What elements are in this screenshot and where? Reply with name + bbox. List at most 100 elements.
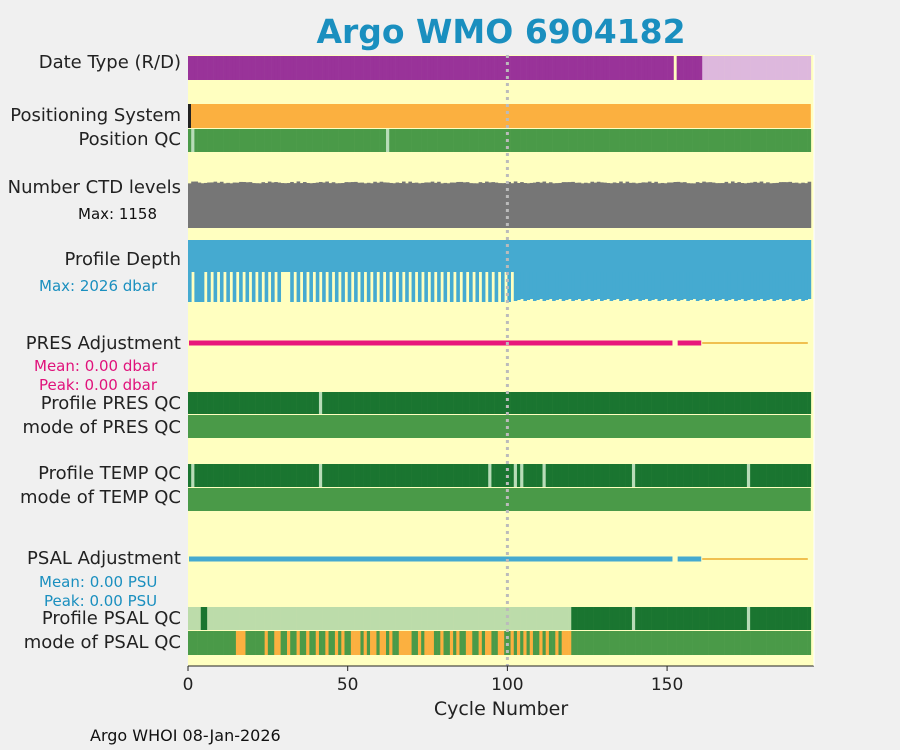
psal-mode-bar-76 — [430, 631, 435, 655]
data-type-bar-166 — [718, 56, 722, 80]
data-type-bar-177 — [753, 56, 757, 80]
psal-qc-bar-174 — [743, 607, 748, 630]
data-type-bar-183 — [772, 56, 776, 80]
position-qc-bar-87 — [465, 129, 470, 152]
data-type-bar-173 — [740, 56, 745, 80]
temp-qc-bar-175 — [746, 464, 751, 487]
ctd-bar-171 — [734, 182, 738, 228]
ctd-bar-116 — [558, 182, 563, 228]
data-type-bar-77 — [433, 56, 438, 80]
data-type-bar-141 — [638, 56, 642, 80]
psal-qc-bar-13 — [229, 607, 234, 630]
psal-qc-bar-47 — [338, 607, 342, 630]
ctd-bar-66 — [398, 183, 403, 228]
psal-qc-bar-132 — [609, 607, 614, 630]
depth-bar-56 — [366, 272, 371, 302]
position-qc-bar-140 — [635, 129, 639, 152]
temp-qc-bar-76 — [430, 464, 435, 487]
ctd-bar-166 — [718, 183, 722, 228]
psal-qc-bar-62 — [386, 607, 390, 630]
pres-qc-bar-109 — [536, 392, 540, 414]
position-qc-bar-65 — [395, 129, 400, 152]
psal-qc-bar-160 — [699, 607, 703, 630]
temp-qc-bar-126 — [590, 464, 594, 487]
pres-qc-bar-86 — [462, 392, 467, 414]
depth-bar-48 — [341, 272, 345, 302]
data-type-bar-193 — [804, 56, 808, 80]
psal-mode-bar-106 — [526, 631, 531, 655]
psal-qc-bar-53 — [357, 607, 361, 630]
psal-mode-bar-75 — [427, 631, 432, 655]
ctd-bar-187 — [785, 182, 789, 228]
temp-qc-bar-112 — [545, 464, 550, 487]
data-type-bar-41 — [318, 56, 323, 80]
psal-mode-bar-190 — [794, 631, 799, 655]
psal-qc-bar-166 — [718, 607, 722, 630]
pres-qc-bar-44 — [328, 392, 333, 414]
psal-qc-bar-12 — [226, 607, 230, 630]
psal-mode-bar-128 — [596, 631, 601, 655]
ctd-bar-97 — [497, 183, 502, 228]
data-type-bar-148 — [660, 56, 665, 80]
pres-qc-bar-64 — [392, 392, 396, 414]
psal-mode-bar-77 — [433, 631, 438, 655]
position-qc-bar-6 — [207, 129, 211, 152]
depth-bar-64 — [392, 272, 397, 302]
pres-qc-bar-72 — [417, 392, 422, 414]
ctd-bar-52 — [354, 181, 358, 228]
psal-qc-bar-180 — [762, 607, 767, 630]
psal-qc-bar-66 — [398, 607, 403, 630]
data-type-bar-186 — [782, 56, 786, 80]
pres-qc-bar-167 — [721, 392, 725, 414]
temp-qc-bar-118 — [564, 464, 569, 487]
psal-qc-bar-14 — [232, 607, 237, 630]
depth-bar-72 — [417, 272, 422, 302]
ctd-bar-169 — [727, 183, 732, 228]
data-type-bar-139 — [631, 56, 636, 80]
data-type-bar-91 — [478, 56, 483, 80]
pres-qc-bar-39 — [312, 392, 317, 414]
position-qc-bar-54 — [360, 129, 364, 152]
position-qc-bar-123 — [580, 129, 585, 152]
psal-mode-bar-134 — [615, 631, 620, 655]
pres-qc-bar-57 — [370, 392, 374, 414]
position-qc-bar-97 — [497, 129, 502, 152]
temp-qc-bar-160 — [699, 464, 703, 487]
depth-bar-22 — [258, 272, 262, 302]
ctd-bar-129 — [600, 182, 604, 228]
data-type-bar-127 — [593, 56, 598, 80]
psal-qc-bar-2 — [194, 607, 198, 630]
psal-mode-bar-98 — [501, 631, 505, 655]
temp-qc-bar-150 — [667, 464, 671, 487]
temp-qc-bar-64 — [392, 464, 396, 487]
temp-qc-bar-20 — [251, 464, 256, 487]
ctd-bar-179 — [759, 181, 764, 228]
depth-bar-52 — [354, 272, 358, 302]
temp-qc-bar-53 — [357, 464, 361, 487]
pres-qc-bar-152 — [673, 392, 677, 414]
position-qc-bar-27 — [274, 129, 278, 152]
ctd-bar-8 — [213, 181, 218, 228]
psal-qc-bar-90 — [475, 607, 479, 630]
ctd-bar-79 — [440, 183, 444, 228]
pres-qc-bar-103 — [516, 392, 521, 414]
pres-qc-bar-61 — [382, 392, 387, 414]
depth-bar-50 — [347, 272, 352, 302]
data-type-bar-44 — [328, 56, 333, 80]
pres-qc-bar-98 — [501, 392, 505, 414]
psal-qc-bar-76 — [430, 607, 435, 630]
pres-qc-bar-43 — [325, 392, 329, 414]
temp-qc-bar-49 — [344, 464, 348, 487]
data-type-bar-102 — [513, 56, 518, 80]
pres-qc-bar-7 — [210, 392, 214, 414]
psal-qc-bar-86 — [462, 607, 467, 630]
position-qc-bar-66 — [398, 129, 403, 152]
position-qc-bar-91 — [478, 129, 483, 152]
pres-qc-bar-165 — [714, 392, 719, 414]
pres-qc-bar-160 — [699, 392, 703, 414]
psal-mode-bar-6 — [207, 631, 211, 655]
ctd-bar-189 — [791, 182, 796, 228]
temp-qc-bar-194 — [807, 464, 812, 487]
psal-mode-bar-9 — [216, 631, 221, 655]
position-qc-bar-106 — [526, 129, 531, 152]
